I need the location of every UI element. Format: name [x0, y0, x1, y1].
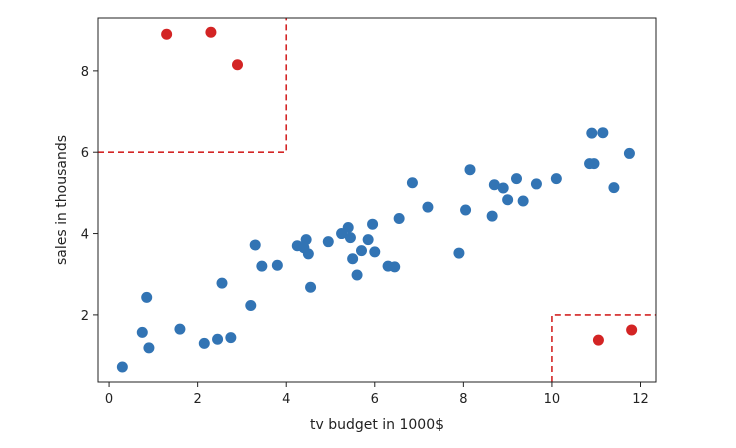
data-point-40 [502, 194, 514, 206]
data-point-7 [212, 333, 224, 345]
data-point-42 [517, 195, 529, 207]
data-point-9 [225, 332, 237, 344]
y-tick-label-4: 4 [81, 228, 89, 243]
data-point-11 [249, 239, 261, 251]
outlier-region-2 [551, 314, 656, 382]
data-point-32 [406, 177, 418, 189]
data-point-3 [141, 291, 153, 303]
data-point-16 [300, 234, 312, 246]
data-point-24 [351, 269, 363, 281]
x-tick-label-2: 2 [194, 392, 202, 407]
x-tick-label-4: 4 [282, 392, 290, 407]
data-point-41 [511, 173, 522, 185]
plot-frame [97, 17, 657, 383]
outlier-point-2 [205, 26, 217, 38]
outlier-point-1 [161, 28, 173, 40]
data-point-8 [216, 277, 228, 289]
data-point-37 [486, 210, 498, 222]
x-tick-label-6: 6 [371, 392, 379, 407]
outlier-point-5 [626, 324, 638, 336]
data-point-13 [271, 259, 283, 271]
data-point-18 [305, 281, 317, 293]
data-point-1 [116, 361, 128, 373]
data-point-33 [422, 201, 434, 213]
data-point-10 [245, 300, 257, 312]
data-point-23 [347, 253, 359, 265]
data-point-49 [608, 182, 620, 194]
data-point-27 [367, 218, 379, 230]
outlier-regions [98, 18, 656, 382]
data-point-35 [460, 204, 472, 216]
data-point-17 [302, 248, 314, 260]
data-point-6 [198, 337, 210, 349]
data-point-50 [623, 147, 635, 159]
data-point-2 [136, 326, 148, 338]
data-point-43 [530, 178, 542, 190]
x-tick-label-8: 8 [459, 392, 467, 407]
data-point-36 [464, 164, 476, 176]
x-tick-label-12: 12 [632, 392, 649, 407]
y-axis-label: sales in thousands [54, 135, 70, 265]
data-point-5 [174, 323, 186, 335]
x-tick-label-10: 10 [544, 392, 561, 407]
data-point-26 [362, 234, 374, 246]
y-tick-label-2: 2 [81, 309, 89, 324]
outlier-point-4 [592, 334, 604, 346]
data-point-44 [550, 173, 562, 185]
data-point-21 [342, 221, 354, 233]
x-axis-ticks: 0 2 4 6 8 10 12 [105, 382, 649, 407]
data-point-48 [597, 127, 609, 139]
data-point-34 [453, 247, 465, 259]
y-tick-label-8: 8 [81, 65, 89, 80]
data-point-38 [488, 179, 500, 191]
data-points [116, 26, 638, 373]
data-point-19 [322, 236, 334, 248]
data-point-31 [393, 213, 405, 225]
y-axis-ticks: 2 4 6 8 [81, 65, 98, 324]
data-point-4 [143, 342, 155, 354]
x-tick-label-0: 0 [105, 392, 113, 407]
data-point-47 [588, 158, 600, 170]
outlier-region-1 [98, 18, 288, 154]
data-point-12 [256, 260, 268, 272]
outlier-point-3 [232, 59, 243, 71]
data-point-39 [497, 182, 509, 194]
data-point-28 [369, 246, 381, 258]
data-point-46 [586, 127, 598, 139]
data-point-25 [356, 245, 367, 257]
x-axis-label: tv budget in 1000$ [310, 417, 444, 433]
y-tick-label-6: 6 [81, 146, 89, 161]
data-point-30 [389, 261, 401, 273]
data-point-22 [344, 232, 356, 244]
